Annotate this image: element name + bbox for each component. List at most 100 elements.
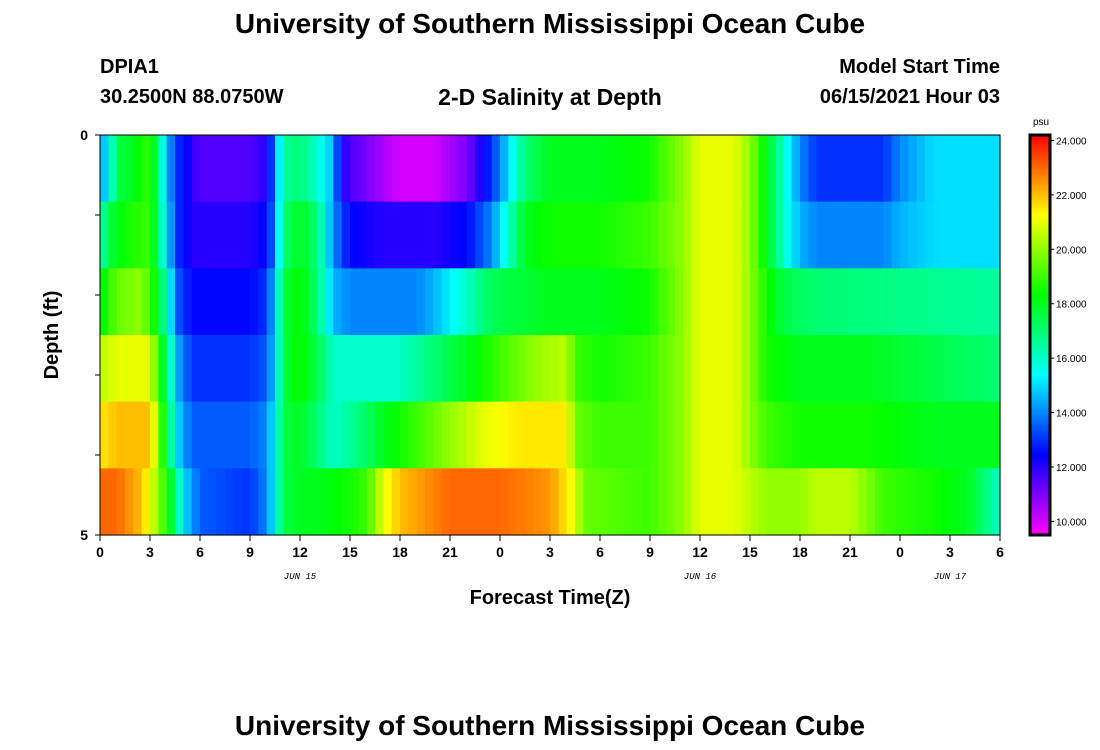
heatmap-cell (700, 468, 709, 536)
heatmap-cell (233, 201, 243, 269)
heatmap-cell (483, 268, 493, 336)
heatmap-cell (100, 201, 109, 269)
heatmap-cell (325, 201, 334, 269)
heatmap-cell (908, 335, 918, 403)
colorbar: psu 10.000 12.000 14.000 16.000 18.000 20.000… (1028, 117, 1087, 537)
heatmap-cell (233, 468, 243, 536)
heatmap-cell (275, 268, 284, 336)
heatmap-cell (625, 468, 634, 536)
heatmap-cell (108, 468, 118, 536)
heatmap-cell (250, 401, 259, 469)
heatmap-cell (641, 135, 651, 203)
heatmap-cell (325, 468, 334, 536)
heatmap-cell (941, 268, 951, 336)
heatmap-cell (325, 401, 334, 469)
heatmap-cell (158, 135, 168, 203)
x-tick-label: 6 (596, 544, 604, 560)
heatmap-cell (925, 135, 934, 203)
heatmap-cell (175, 135, 184, 203)
heatmap-cell (208, 135, 218, 203)
heatmap-cell (200, 468, 209, 536)
heatmap-cell (916, 135, 926, 203)
heatmap-cell (525, 335, 534, 403)
heatmap-cell (650, 135, 659, 203)
heatmap-cell (366, 201, 376, 269)
heatmap-cell (633, 335, 643, 403)
heatmap-cell (533, 468, 543, 536)
heatmap-cell (650, 201, 659, 269)
x-tick-label: 12 (692, 544, 708, 560)
heatmap-cell (616, 468, 626, 536)
heatmap-cells (100, 135, 1001, 536)
heatmap-cell (691, 135, 701, 203)
heatmap-cell (875, 135, 884, 203)
heatmap-cell (250, 468, 259, 536)
colorbar-tick-label: 20.000 (1056, 245, 1087, 256)
heatmap-cell (141, 201, 151, 269)
colorbar-tick-label: 10.000 (1056, 517, 1087, 528)
heatmap-cell (541, 401, 551, 469)
heatmap-cell (141, 268, 151, 336)
heatmap-cell (808, 401, 818, 469)
heatmap-cell (400, 201, 409, 269)
heatmap-cell (925, 268, 934, 336)
heatmap-cell (666, 335, 676, 403)
heatmap-cell (850, 268, 859, 336)
heatmap-cell (683, 401, 693, 469)
heatmap-cell (758, 468, 768, 536)
heatmap-cell (883, 468, 893, 536)
heatmap-cell (275, 468, 284, 536)
heatmap-cell (258, 268, 268, 336)
heatmap-cell (158, 335, 168, 403)
heatmap-cell (858, 335, 868, 403)
heatmap-cell (483, 135, 493, 203)
heatmap-cell (916, 468, 926, 536)
heatmap-cell (983, 268, 993, 336)
heatmap-cell (908, 268, 918, 336)
heatmap-cell (325, 335, 334, 403)
heatmap-cell (183, 268, 193, 336)
heatmap-cell (141, 468, 151, 536)
heatmap-cell (933, 201, 943, 269)
heatmap-cell (975, 135, 984, 203)
heatmap-cell (125, 268, 134, 336)
x-tick-label: 3 (546, 544, 554, 560)
heatmap-cell (475, 201, 484, 269)
heatmap-cell (600, 268, 609, 336)
heatmap-cell (825, 468, 834, 536)
heatmap-cell (766, 201, 776, 269)
heatmap-cell (533, 268, 543, 336)
heatmap-cell (516, 135, 526, 203)
heatmap-cell (475, 135, 484, 203)
heatmap-cell (425, 201, 434, 269)
heatmap-cell (725, 401, 734, 469)
colorbar-unit: psu (1033, 117, 1049, 128)
heatmap-cell (475, 401, 484, 469)
heatmap-cell (483, 201, 493, 269)
heatmap-cell (225, 201, 234, 269)
heatmap-cell (283, 335, 293, 403)
heatmap-cell (491, 201, 501, 269)
heatmap-cell (108, 201, 118, 269)
station-id: DPIA1 (100, 56, 159, 78)
heatmap-cell (783, 201, 793, 269)
heatmap-cell (833, 135, 843, 203)
heatmap-cell (575, 468, 584, 536)
heatmap-cell (750, 335, 759, 403)
heatmap-cell (716, 335, 726, 403)
heatmap-cell (133, 135, 143, 203)
heatmap-cell (308, 401, 318, 469)
heatmap-cell (900, 468, 909, 536)
heatmap-cell (808, 468, 818, 536)
heatmap-cell (900, 401, 909, 469)
heatmap-cell (558, 468, 568, 536)
heatmap-cell (508, 401, 518, 469)
heatmap-cell (425, 268, 434, 336)
heatmap-cell (316, 335, 326, 403)
heatmap-cell (591, 335, 601, 403)
heatmap-cell (933, 468, 943, 536)
heatmap-cell (383, 335, 393, 403)
heatmap-cell (633, 135, 643, 203)
heatmap-cell (158, 468, 168, 536)
heatmap-cell (841, 268, 851, 336)
